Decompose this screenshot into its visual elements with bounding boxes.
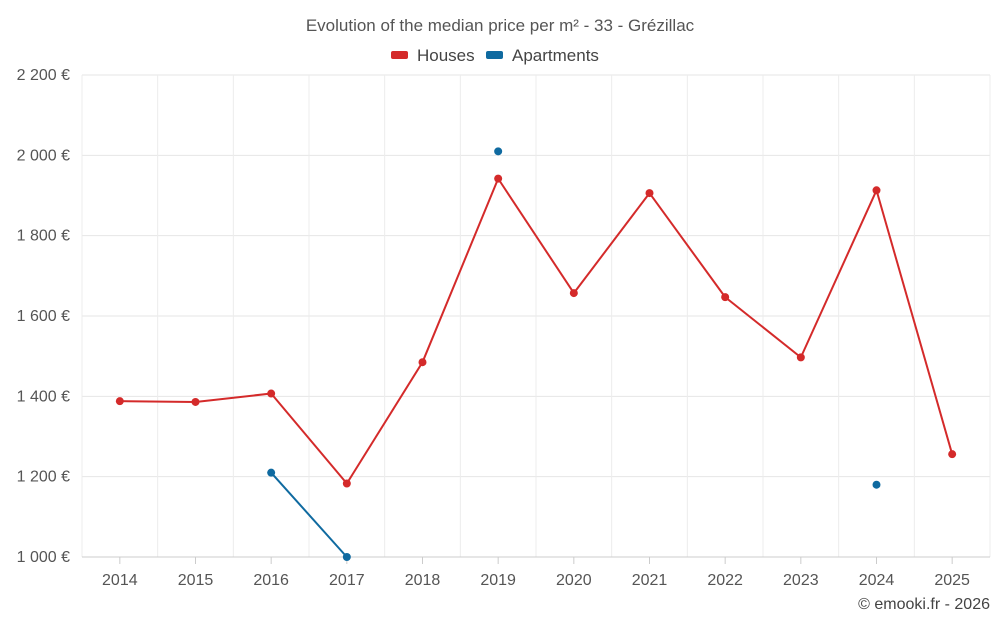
axes: 1 000 € 1 200 € 1 400 € 1 600 € 1 800 € 2 000… xyxy=(17,67,990,589)
series-line-segment xyxy=(345,361,424,485)
series-line-segment xyxy=(195,392,272,403)
data-point xyxy=(948,450,957,459)
series-line-segment xyxy=(421,178,500,363)
legend-swatch xyxy=(391,51,408,59)
y-tick-label: 2 000 € xyxy=(17,147,70,164)
series-line-segment xyxy=(875,190,954,455)
data-point xyxy=(267,468,276,477)
x-tick-label: 2017 xyxy=(329,572,365,589)
y-tick-label: 2 200 € xyxy=(17,67,70,84)
data-point xyxy=(191,397,200,406)
grid xyxy=(81,74,991,557)
legend-swatch xyxy=(486,51,503,59)
series-apartments xyxy=(267,147,881,561)
data-point xyxy=(115,397,124,406)
series-line-segment xyxy=(573,192,651,294)
x-tick-label: 2023 xyxy=(783,572,819,589)
x-tick-label: 2020 xyxy=(556,572,592,589)
y-tick-label: 1 800 € xyxy=(17,228,70,245)
series-line-segment xyxy=(648,192,726,298)
data-point xyxy=(267,389,276,398)
y-tick-label: 1 600 € xyxy=(17,308,70,325)
x-tick-label: 2018 xyxy=(405,572,441,589)
data-point xyxy=(342,479,351,488)
x-tick-label: 2021 xyxy=(632,572,668,589)
series-line-segment xyxy=(270,392,348,485)
x-tick-label: 2024 xyxy=(859,572,895,589)
data-point xyxy=(494,147,503,156)
legend-label: Apartments xyxy=(512,46,599,65)
chart-title: Evolution of the median price per m² - 3… xyxy=(306,16,695,35)
x-tick-label: 2025 xyxy=(934,572,970,589)
credit-text: © emooki.fr - 2026 xyxy=(858,596,990,613)
data-point xyxy=(796,353,805,362)
data-point xyxy=(645,189,654,198)
x-tick-label: 2015 xyxy=(178,572,214,589)
data-point xyxy=(342,553,351,561)
data-point xyxy=(494,174,503,183)
x-tick-label: 2019 xyxy=(480,572,516,589)
series-layer xyxy=(115,147,957,561)
x-tick-label: 2014 xyxy=(102,572,138,589)
series-line-segment xyxy=(119,400,196,403)
data-point xyxy=(418,358,427,367)
legend: Houses Apartments xyxy=(391,46,599,65)
x-tick-label: 2022 xyxy=(707,572,743,589)
y-tick-label: 1 000 € xyxy=(17,549,70,566)
series-line-segment xyxy=(799,189,878,358)
data-point xyxy=(872,480,881,489)
data-point xyxy=(569,289,578,298)
series-houses xyxy=(115,174,957,488)
legend-label: Houses xyxy=(417,46,475,65)
data-point xyxy=(721,293,730,302)
y-tick-label: 1 200 € xyxy=(17,469,70,486)
series-line-segment xyxy=(497,178,575,294)
y-tick-label: 1 400 € xyxy=(17,388,70,405)
x-tick-label: 2016 xyxy=(253,572,289,589)
data-point xyxy=(872,186,881,195)
series-line-segment xyxy=(724,296,802,359)
series-line-segment xyxy=(270,471,348,558)
